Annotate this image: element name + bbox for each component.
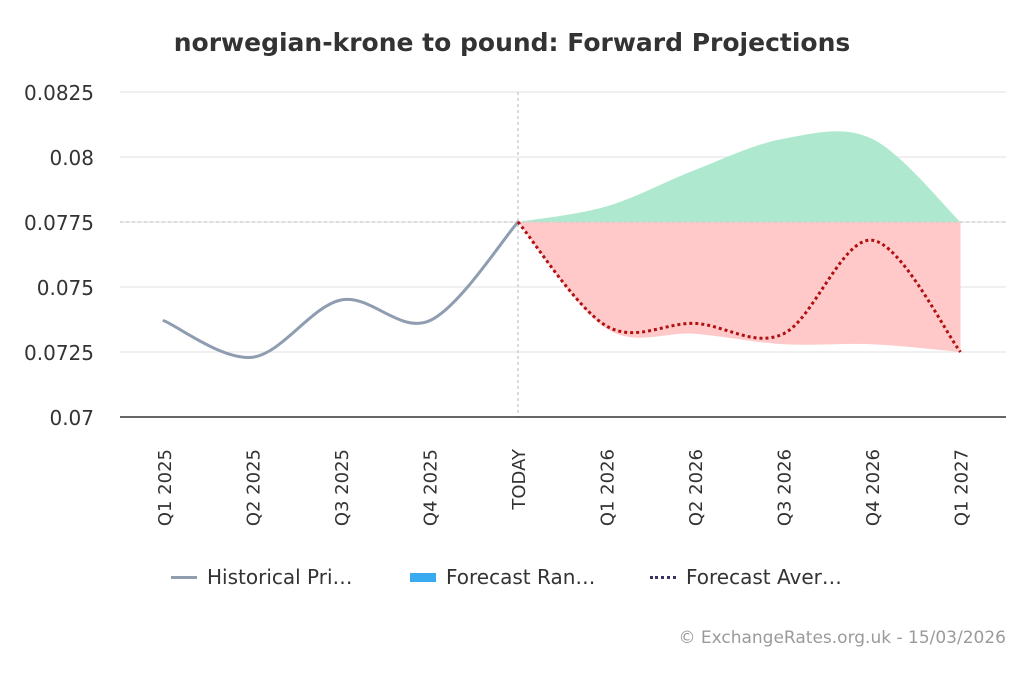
legend-label-range: Forecast Ran… — [446, 565, 596, 589]
y-tick-label: 0.0825 — [24, 81, 94, 105]
legend-item-average[interactable]: Forecast Aver… — [650, 562, 842, 592]
x-tick-label: Q4 2026 — [863, 449, 884, 526]
x-tick-label: Q1 2025 — [155, 449, 176, 526]
x-tick-label: Q1 2026 — [598, 449, 619, 526]
legend-swatch-average — [650, 575, 676, 579]
series-forecast-average-line — [516, 221, 962, 353]
x-tick-label: Q3 2026 — [775, 449, 796, 526]
forecast-band-lower — [518, 222, 961, 352]
chart-title: norwegian-krone to pound: Forward Projec… — [173, 28, 851, 57]
x-tick-label: Q2 2026 — [686, 449, 707, 526]
y-tick-label: 0.08 — [49, 146, 94, 170]
y-tick-label: 0.075 — [37, 276, 94, 300]
legend-label-historical: Historical Pri… — [207, 565, 353, 589]
legend-swatch-range — [410, 572, 436, 582]
y-tick-label: 0.0775 — [24, 211, 94, 235]
x-tick-label: TODAY — [509, 448, 530, 511]
y-tick-label: 0.0725 — [24, 341, 94, 365]
series-historical-line — [162, 220, 520, 359]
legend-item-historical[interactable]: Historical Pri… — [171, 562, 353, 592]
forecast-band-upper — [518, 131, 961, 222]
x-tick-label: Q4 2025 — [421, 449, 442, 526]
x-tick-label: Q3 2025 — [332, 449, 353, 526]
legend-swatch-historical — [171, 575, 197, 579]
legend: Historical Pri… Forecast Ran… Forecast A… — [0, 562, 1024, 592]
x-tick-label: Q1 2027 — [952, 449, 973, 526]
x-tick-label: Q2 2025 — [244, 449, 265, 526]
legend-item-range[interactable]: Forecast Ran… — [410, 562, 595, 592]
legend-label-average: Forecast Aver… — [686, 565, 842, 589]
credit-text: © ExchangeRates.org.uk - 15/03/2026 — [678, 628, 1006, 648]
y-tick-label: 0.07 — [49, 406, 94, 430]
